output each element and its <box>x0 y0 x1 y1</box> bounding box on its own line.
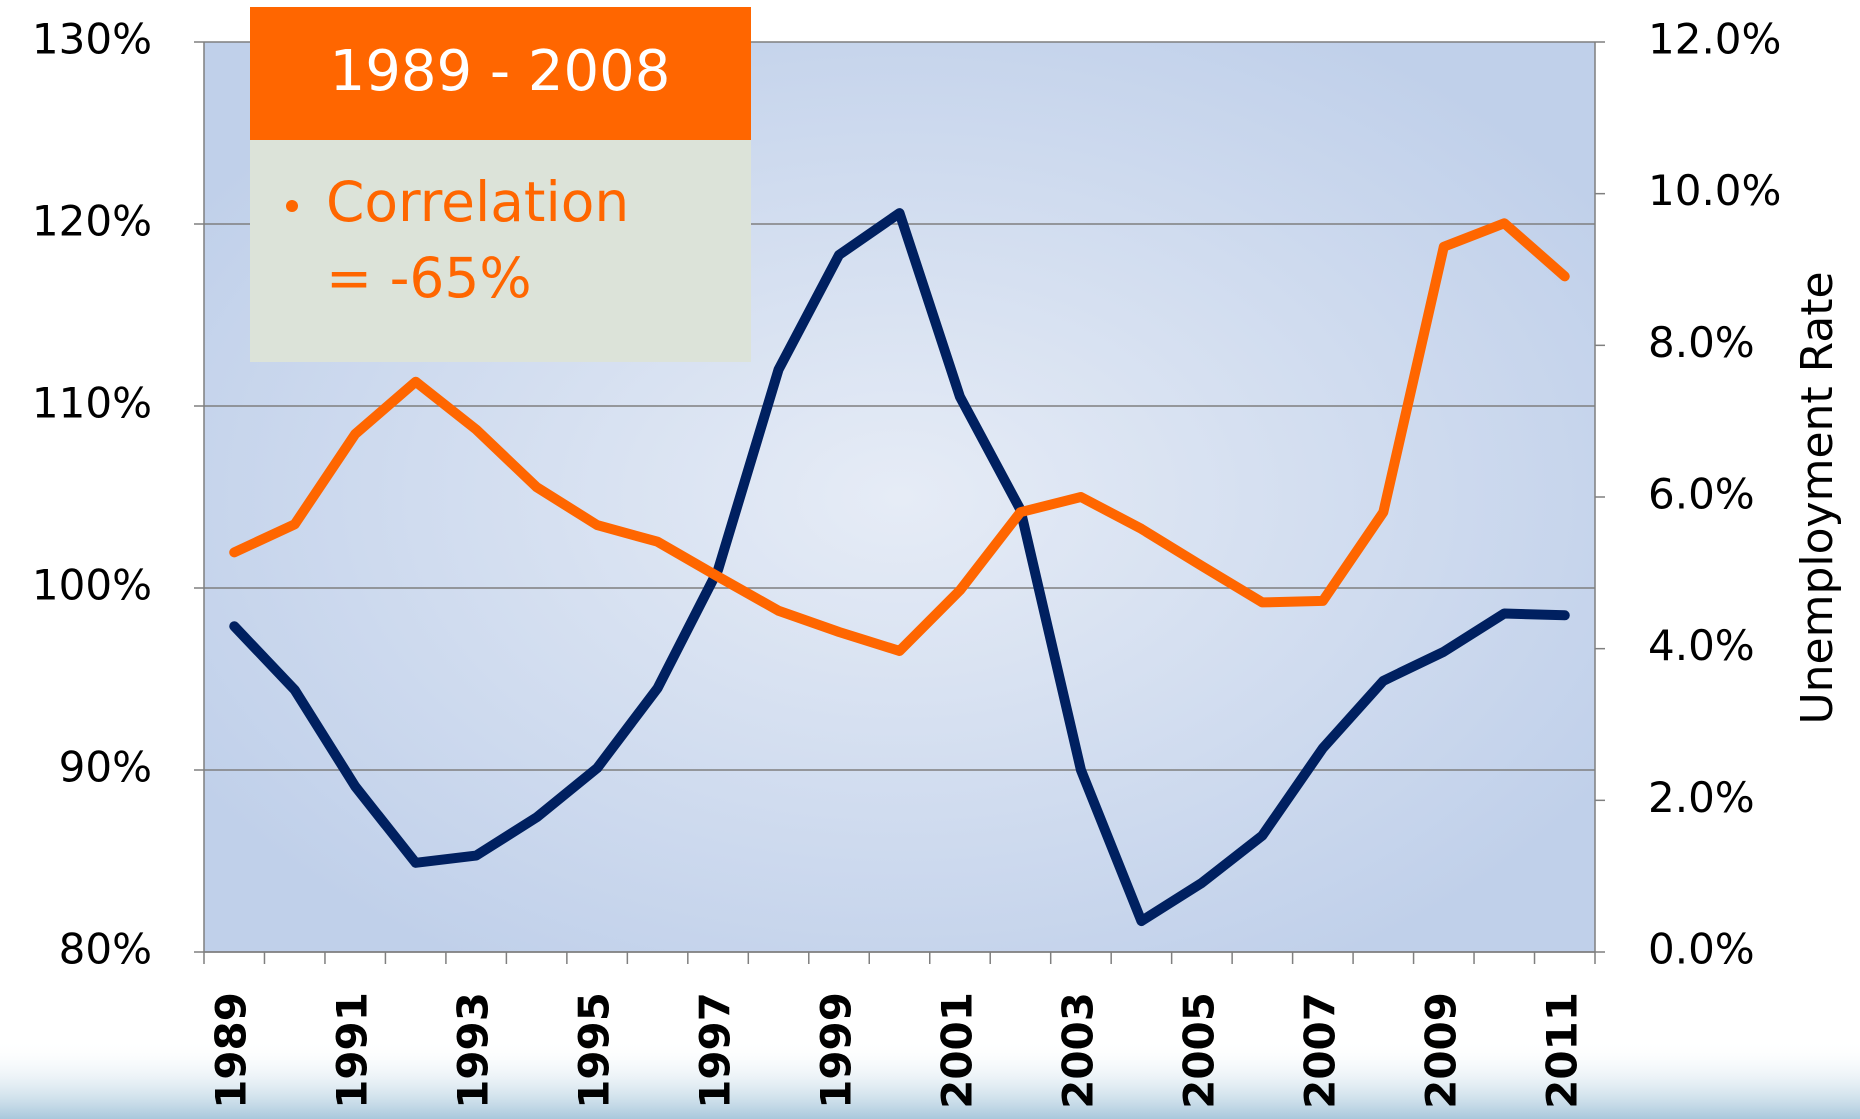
bullet <box>286 200 298 212</box>
y2-tick-label: 12.0% <box>1648 15 1781 64</box>
layer <box>194 41 1605 964</box>
x-tick-label: 2011 <box>1537 992 1586 1109</box>
y2-tick-label: 6.0% <box>1648 470 1755 519</box>
x-tick-label: 1993 <box>449 992 498 1109</box>
y-tick-label: 130% <box>32 15 152 64</box>
y2-tick-label: 8.0% <box>1648 318 1755 367</box>
annotation-header-box <box>250 7 751 140</box>
y2-tick-label: 2.0% <box>1648 773 1755 822</box>
x-tick-label: 1997 <box>691 992 740 1109</box>
x-tick-label: 2001 <box>932 992 981 1109</box>
y-tick-label: 100% <box>32 561 152 610</box>
x-tick-label: 2003 <box>1053 992 1102 1109</box>
y-tick-label: 110% <box>32 379 152 428</box>
x-tick-label: 2005 <box>1174 992 1223 1109</box>
x-tick-label: 1999 <box>812 992 861 1109</box>
y2-axis-title: Unemployment Rate <box>1792 271 1843 724</box>
y-tick-label: 90% <box>59 743 152 792</box>
footer-band <box>0 1040 1860 1119</box>
x-tick-label: 2007 <box>1295 992 1344 1109</box>
y2-tick-label: 0.0% <box>1648 925 1755 974</box>
x-tick-label: 2009 <box>1416 992 1465 1109</box>
annotation-header: 1989 - 2008 <box>330 39 671 104</box>
data-line <box>229 218 1570 656</box>
x-tick-label: 1995 <box>570 992 619 1109</box>
y2-tick-label: 10.0% <box>1648 166 1781 215</box>
y-tick-label: 80% <box>59 925 152 974</box>
x-tick-label: 1989 <box>207 992 256 1109</box>
y-tick-label: 120% <box>32 197 152 246</box>
annotation-box <box>250 140 751 362</box>
data-line <box>229 208 1570 927</box>
x-tick-label: 1991 <box>328 992 377 1109</box>
annotation-text: Correlation <box>326 170 629 234</box>
annotation-text: = -65% <box>326 246 532 310</box>
y2-tick-label: 4.0% <box>1648 621 1755 670</box>
